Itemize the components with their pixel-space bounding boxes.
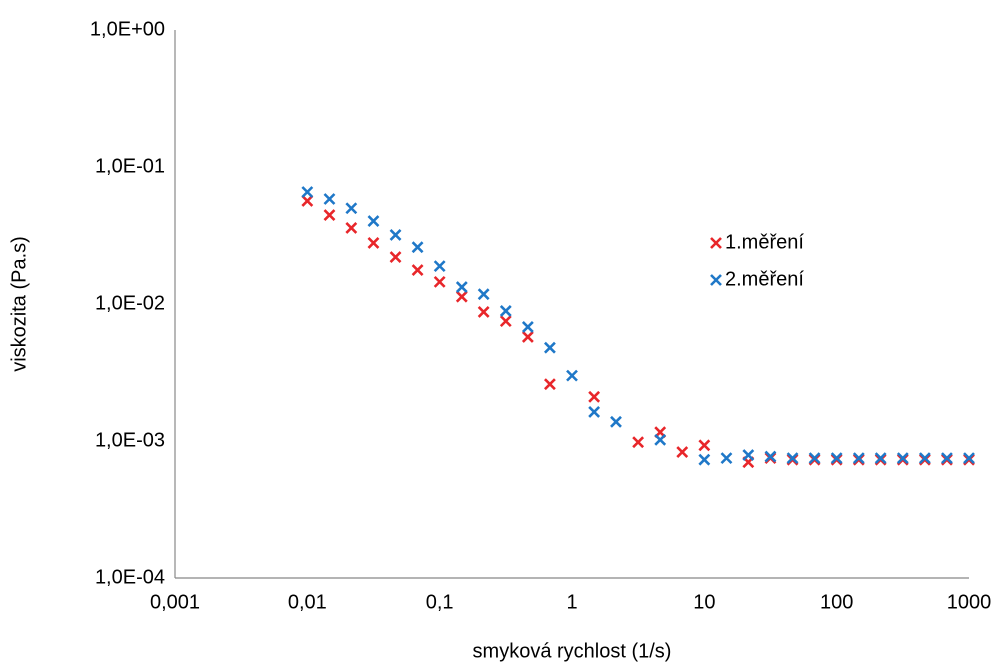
x-tick-label: 0,1 bbox=[426, 591, 454, 613]
data-point bbox=[455, 290, 468, 303]
data-point bbox=[698, 439, 711, 452]
data-point bbox=[588, 390, 601, 403]
data-point bbox=[389, 229, 402, 241]
data-point bbox=[720, 452, 733, 465]
x-tick-label: 100 bbox=[820, 591, 853, 613]
data-point bbox=[367, 237, 380, 249]
x-tick-label: 10 bbox=[693, 591, 715, 613]
data-point bbox=[521, 321, 534, 333]
x-tick-label: 1 bbox=[566, 591, 577, 613]
data-point bbox=[896, 452, 909, 465]
data-point bbox=[544, 341, 556, 354]
y-tick-label: 1,0E-03 bbox=[95, 429, 165, 451]
data-point bbox=[455, 281, 468, 293]
legend-label: 1.měření bbox=[725, 231, 804, 253]
data-point bbox=[521, 331, 534, 343]
data-point bbox=[544, 378, 556, 391]
data-point bbox=[742, 449, 755, 461]
data-point bbox=[499, 305, 512, 317]
x-axis-title: smyková rychlost (1/s) bbox=[473, 640, 672, 662]
data-point bbox=[345, 222, 358, 234]
data-point bbox=[874, 452, 887, 465]
data-point bbox=[301, 195, 314, 207]
data-point bbox=[808, 452, 821, 465]
x-tick-label: 1000 bbox=[947, 591, 992, 613]
data-point bbox=[786, 452, 799, 465]
y-tick-label: 1,0E+00 bbox=[90, 18, 165, 40]
data-point bbox=[499, 315, 512, 328]
data-point bbox=[610, 415, 622, 428]
x-tick-label: 0,01 bbox=[288, 591, 327, 613]
data-point bbox=[698, 453, 711, 466]
data-point bbox=[941, 452, 953, 465]
data-point bbox=[852, 452, 865, 465]
y-tick-label: 1,0E-02 bbox=[95, 292, 165, 314]
legend-marker bbox=[710, 237, 722, 249]
data-point bbox=[477, 306, 490, 318]
data-point bbox=[654, 433, 667, 446]
data-point bbox=[323, 193, 336, 205]
data-point bbox=[433, 275, 446, 288]
x-tick-label: 0,001 bbox=[150, 591, 200, 613]
y-axis-title: viskozita (Pa.s) bbox=[8, 236, 30, 372]
data-point bbox=[433, 260, 446, 273]
data-point bbox=[676, 446, 689, 459]
data-point bbox=[918, 452, 931, 465]
legend-label: 2.měření bbox=[725, 268, 804, 290]
legend-marker bbox=[710, 274, 722, 286]
data-point bbox=[411, 264, 424, 276]
data-point bbox=[477, 288, 490, 301]
y-tick-label: 1,0E-04 bbox=[95, 566, 165, 588]
data-point bbox=[301, 186, 314, 198]
data-point bbox=[830, 452, 843, 465]
data-point bbox=[632, 436, 645, 449]
data-point bbox=[389, 251, 402, 264]
y-tick-label: 1,0E-01 bbox=[95, 155, 165, 177]
data-point bbox=[963, 452, 975, 465]
data-point bbox=[411, 241, 424, 254]
data-point bbox=[345, 202, 358, 215]
data-point bbox=[566, 369, 578, 382]
data-point bbox=[588, 406, 601, 418]
data-point bbox=[323, 209, 336, 221]
data-point bbox=[367, 215, 380, 227]
data-point bbox=[764, 450, 777, 463]
